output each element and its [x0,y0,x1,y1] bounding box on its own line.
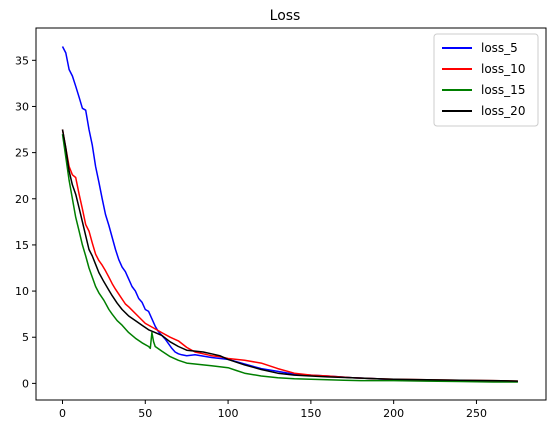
x-axis: 0 50 100 150 200 250 [59,400,487,420]
x-tick-label: 250 [466,407,487,420]
y-tick-label: 30 [15,100,29,113]
series-line-loss-15 [61,134,518,383]
x-tick-label: 150 [300,407,321,420]
legend-label-loss-20: loss_20 [481,104,525,118]
y-tick-label: 15 [15,239,29,252]
legend-box [433,33,539,127]
x-tick-label: 100 [218,407,239,420]
y-tick-label: 5 [22,331,29,344]
chart-title: Loss [270,8,301,24]
legend-label-loss-5: loss_5 [481,41,518,55]
x-tick-label: 50 [138,407,152,420]
y-tick-label: 35 [15,54,29,67]
x-tick-label: 200 [383,407,404,420]
legend-label-loss-10: loss_10 [481,62,525,76]
y-tick-label: 10 [15,285,29,298]
series-line-loss-20 [61,129,518,382]
series-line-loss-5 [61,46,518,383]
series-line-loss-10 [61,129,518,382]
y-axis: 0 5 10 15 20 25 30 35 [15,54,36,390]
y-tick-label: 20 [15,193,29,206]
plot-frame [35,27,547,401]
y-tick-label: 25 [15,147,29,160]
y-tick-label: 0 [22,377,29,390]
legend-label-loss-15: loss_15 [481,83,525,97]
plot-area [61,46,518,383]
x-tick-label: 0 [59,407,66,420]
legend: loss_5 loss_10 loss_15 loss_20 [433,33,539,127]
